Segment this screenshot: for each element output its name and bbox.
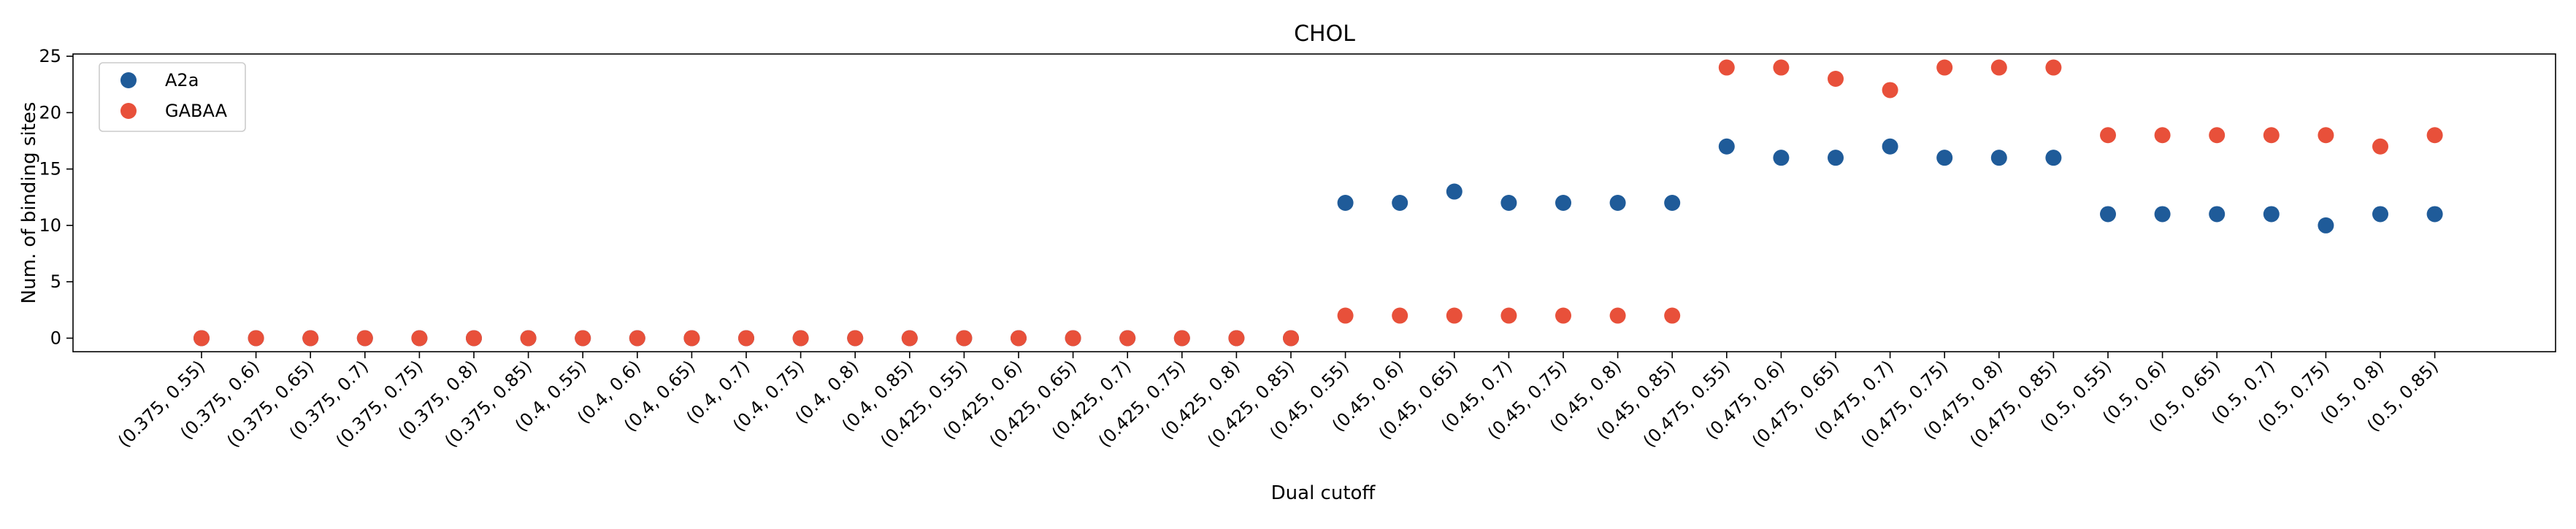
data-point-a2a [1718,138,1735,155]
data-point-a2a [2372,206,2388,223]
data-point-gabaa [1283,330,1299,347]
x-axis-label: Dual cutoff [1271,482,1376,504]
data-point-a2a [2045,150,2062,166]
data-point-gabaa [1828,71,1844,87]
data-point-gabaa [356,330,373,347]
y-tick-label: 10 [39,215,61,236]
data-point-gabaa [1664,307,1681,324]
data-point-gabaa [575,330,591,347]
y-tick-label: 5 [50,271,61,292]
y-tick-label: 25 [39,46,61,66]
data-point-gabaa [1392,307,1408,324]
data-point-gabaa [683,330,700,347]
data-point-a2a [2318,217,2334,233]
data-point-a2a [2154,206,2171,223]
data-point-gabaa [2045,59,2062,76]
data-point-a2a [1828,150,1844,166]
data-point-gabaa [1609,307,1626,324]
plot-frame [72,53,2556,352]
legend: A2a GABAA [99,62,246,132]
series-a2a [193,138,2443,347]
x-axis-ticks: (0.375, 0.55)(0.375, 0.6)(0.375, 0.65)(0… [114,352,2442,452]
legend-label-a2a: A2a [165,70,199,90]
series-gabaa [193,59,2443,347]
data-point-gabaa [1555,307,1571,324]
data-points [193,59,2443,347]
chart-title: CHOL [1294,21,1355,47]
data-point-a2a [1392,195,1408,211]
legend-marker-a2a [120,72,137,88]
data-point-a2a [1664,195,1681,211]
data-point-gabaa [1011,330,1027,347]
data-point-a2a [1555,195,1571,211]
data-point-gabaa [1990,59,2007,76]
data-point-a2a [1990,150,2007,166]
data-point-gabaa [1446,307,1463,324]
data-point-gabaa [2209,127,2226,144]
data-point-gabaa [847,330,864,347]
data-point-gabaa [193,330,210,347]
y-axis-ticks: 0 5 10 15 20 25 [39,46,73,348]
data-point-gabaa [738,330,754,347]
data-point-gabaa [629,330,645,347]
data-point-gabaa [901,330,918,347]
data-point-a2a [1936,150,1953,166]
y-tick-label: 15 [39,159,61,179]
data-point-gabaa [1119,330,1136,347]
data-point-a2a [2263,206,2280,223]
data-point-a2a [1446,183,1463,200]
legend-label-gabaa: GABAA [165,101,228,121]
data-point-gabaa [1173,330,1190,347]
data-point-gabaa [411,330,428,347]
data-point-a2a [2426,206,2443,223]
y-tick-label: 20 [39,102,61,123]
data-point-a2a [1882,138,1898,155]
data-point-a2a [1609,195,1626,211]
data-point-a2a [2209,206,2226,223]
data-point-gabaa [466,330,482,347]
data-point-a2a [1337,195,1354,211]
data-point-gabaa [2372,138,2388,155]
data-point-gabaa [2426,127,2443,144]
data-point-gabaa [1500,307,1517,324]
y-tick-label: 0 [50,328,61,348]
data-point-gabaa [248,330,264,347]
data-point-gabaa [792,330,809,347]
data-point-gabaa [1936,59,1953,76]
data-point-gabaa [2100,127,2116,144]
legend-marker-gabaa [120,103,137,119]
data-point-gabaa [2263,127,2280,144]
data-point-gabaa [2318,127,2334,144]
data-point-gabaa [956,330,973,347]
data-point-a2a [1773,150,1790,166]
data-point-gabaa [1882,82,1898,99]
data-point-gabaa [302,330,319,347]
data-point-a2a [1500,195,1517,211]
data-point-gabaa [1773,59,1790,76]
data-point-a2a [2100,206,2116,223]
data-point-gabaa [1065,330,1081,347]
data-point-gabaa [1337,307,1354,324]
data-point-gabaa [520,330,537,347]
y-axis-label: Num. of binding sites [18,102,40,304]
data-point-gabaa [1228,330,1245,347]
data-point-gabaa [2154,127,2171,144]
data-point-gabaa [1718,59,1735,76]
